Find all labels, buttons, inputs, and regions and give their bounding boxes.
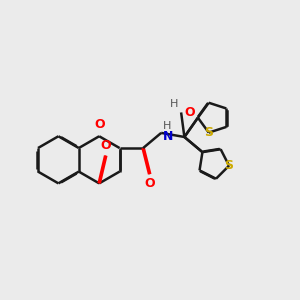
Text: S: S	[204, 126, 213, 139]
Text: S: S	[225, 159, 234, 172]
Text: N: N	[163, 130, 173, 143]
Text: H: H	[163, 121, 171, 131]
Text: O: O	[144, 178, 155, 190]
Text: H: H	[169, 99, 178, 109]
Text: O: O	[184, 106, 195, 119]
Text: O: O	[94, 118, 104, 131]
Text: O: O	[100, 139, 111, 152]
